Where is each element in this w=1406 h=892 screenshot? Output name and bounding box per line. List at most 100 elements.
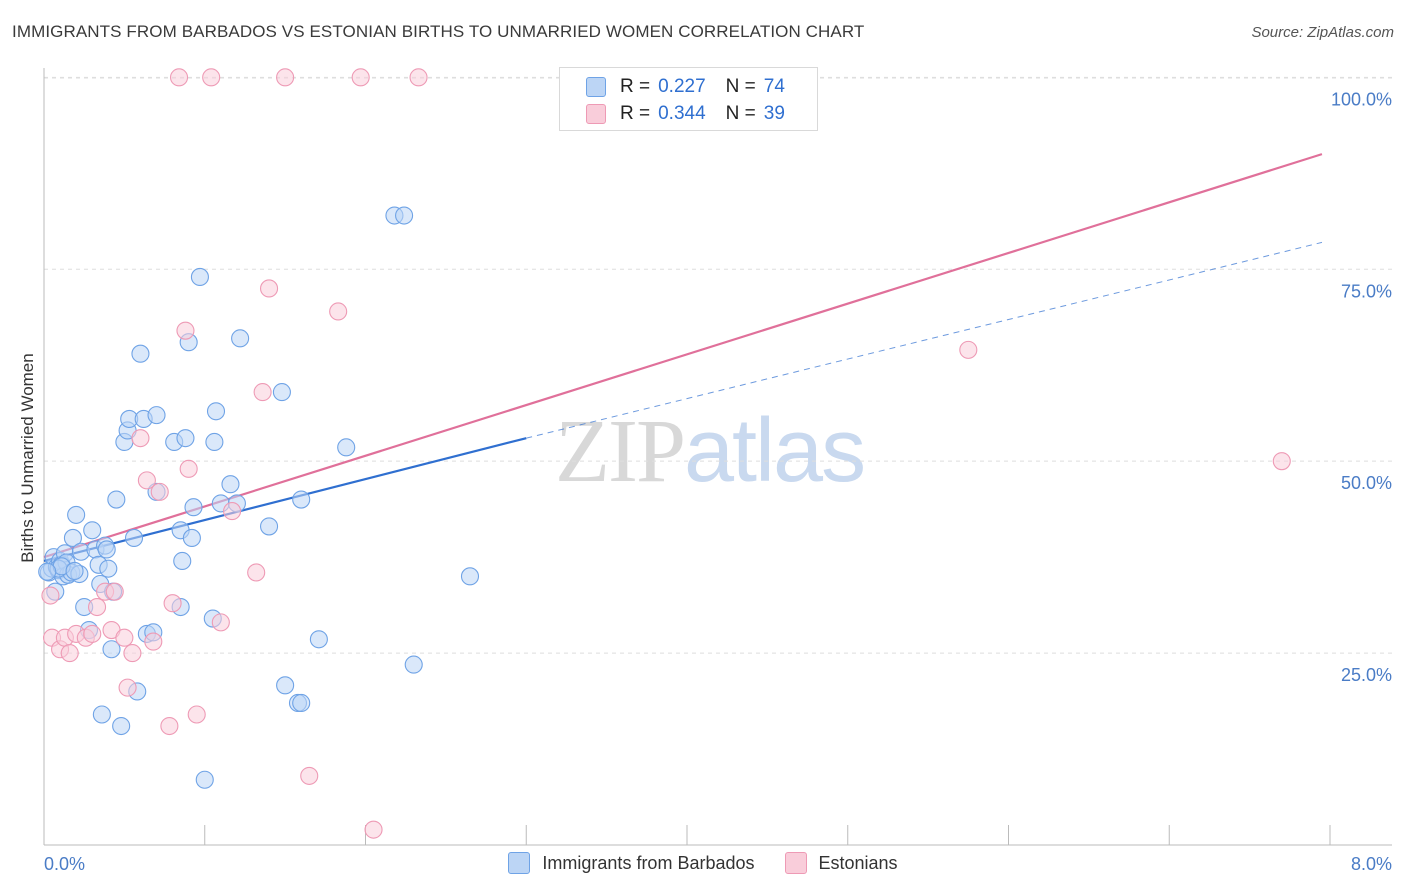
legend-row-estonians: R = 0.344 N = 39: [586, 101, 785, 127]
trend-line-barbados: [43, 437, 527, 563]
trend-extension-barbados: [526, 241, 1323, 439]
legend-swatch-barbados: [586, 77, 606, 97]
point-estonians: [247, 563, 266, 582]
point-estonians: [144, 632, 163, 651]
legend-n-value: 74: [763, 76, 785, 97]
legend-swatch-estonians: [586, 104, 606, 124]
legend-item-estonians[interactable]: Estonians: [784, 852, 898, 874]
point-estonians: [1272, 452, 1291, 471]
point-barbados: [102, 640, 121, 659]
point-estonians: [179, 459, 198, 478]
point-estonians: [41, 586, 60, 605]
point-estonians: [105, 582, 124, 601]
point-estonians: [123, 644, 142, 663]
legend-item-barbados[interactable]: Immigrants from Barbados: [508, 852, 755, 874]
point-barbados: [190, 267, 209, 286]
trend-line-estonians: [43, 153, 1323, 559]
point-barbados: [206, 402, 226, 421]
trend-lines: [43, 153, 1323, 563]
point-barbados: [63, 528, 82, 547]
point-barbados: [205, 432, 224, 452]
point-barbados: [38, 562, 57, 581]
legend-label-barbados: Immigrants from Barbados: [542, 852, 755, 873]
point-estonians: [223, 502, 242, 521]
watermark-atlas: atlas: [684, 401, 866, 501]
x-tick-label: 0.0%: [44, 854, 85, 874]
grid-lines: [44, 76, 1392, 654]
data-points: [38, 68, 1291, 839]
point-estonians: [276, 68, 295, 87]
legend-n-value: 39: [763, 103, 785, 124]
legend-row-barbados: R = 0.227 N = 74: [586, 74, 785, 100]
legend-r-label: R =: [620, 103, 651, 124]
legend-r-value: 0.227: [658, 76, 706, 97]
point-estonians: [176, 321, 195, 340]
legend-label-estonians: Estonians: [818, 852, 898, 873]
point-estonians: [150, 482, 169, 501]
point-estonians: [300, 766, 319, 785]
y-tick-label: 75.0%: [1341, 281, 1392, 301]
point-barbados: [337, 438, 356, 457]
legend-r-value: 0.344: [658, 103, 706, 124]
point-barbados: [259, 517, 279, 536]
source-note: Source: ZipAtlas.com: [1251, 24, 1394, 41]
point-estonians: [409, 68, 428, 87]
point-estonians: [115, 628, 134, 647]
point-barbados: [65, 561, 84, 581]
point-barbados: [67, 505, 86, 524]
point-estonians: [259, 279, 279, 298]
legend-n-label: N =: [725, 103, 756, 124]
point-estonians: [87, 597, 107, 617]
legend-swatch-barbados: [508, 852, 531, 874]
series-legend: Immigrants from Barbados Estonians: [0, 852, 1406, 874]
point-barbados: [404, 655, 423, 674]
point-barbados: [292, 693, 311, 713]
point-barbados: [92, 705, 111, 724]
point-barbados: [83, 521, 102, 540]
legend-n-label: N =: [725, 76, 756, 97]
point-estonians: [169, 68, 189, 87]
y-tick-label: 25.0%: [1341, 665, 1392, 685]
point-barbados: [195, 770, 214, 789]
point-barbados: [309, 630, 328, 649]
watermark-zip: ZIP: [555, 402, 686, 501]
point-estonians: [329, 302, 348, 321]
point-barbados: [131, 344, 150, 363]
point-estonians: [253, 383, 272, 402]
point-estonians: [131, 429, 150, 448]
point-estonians: [959, 340, 978, 359]
point-estonians: [351, 68, 370, 87]
legend-swatch-estonians: [784, 852, 807, 874]
y-axis-label: Births to Unmarried Women: [18, 353, 37, 562]
point-barbados: [97, 540, 116, 559]
x-tick-label: 8.0%: [1351, 854, 1392, 874]
point-barbados: [147, 406, 166, 425]
axes: [43, 68, 1392, 846]
point-barbados: [272, 383, 291, 402]
point-estonians: [83, 624, 102, 643]
point-estonians: [187, 705, 206, 724]
axis-labels: 25.0% 50.0% 75.0% 100.0% 0.0% 8.0%: [44, 89, 1392, 874]
point-estonians: [364, 820, 383, 839]
point-barbados: [173, 551, 192, 571]
point-estonians: [137, 471, 156, 490]
point-estonians: [163, 594, 182, 613]
point-estonians: [60, 644, 79, 663]
watermark: ZIPatlas: [555, 400, 866, 503]
point-estonians: [118, 678, 137, 697]
point-barbados: [460, 567, 480, 586]
correlation-legend: R = 0.227 N = 74 R = 0.344 N = 39: [559, 67, 818, 131]
point-barbados: [231, 329, 250, 348]
point-barbados: [176, 429, 195, 448]
point-estonians: [202, 68, 221, 87]
point-barbados: [182, 528, 201, 547]
point-barbados: [292, 490, 311, 509]
point-barbados: [276, 676, 295, 695]
point-estonians: [211, 613, 230, 632]
y-tick-label: 100.0%: [1331, 89, 1392, 109]
point-barbados: [395, 206, 414, 225]
point-estonians: [160, 716, 179, 736]
point-barbados: [107, 490, 126, 509]
point-barbados: [99, 559, 118, 578]
